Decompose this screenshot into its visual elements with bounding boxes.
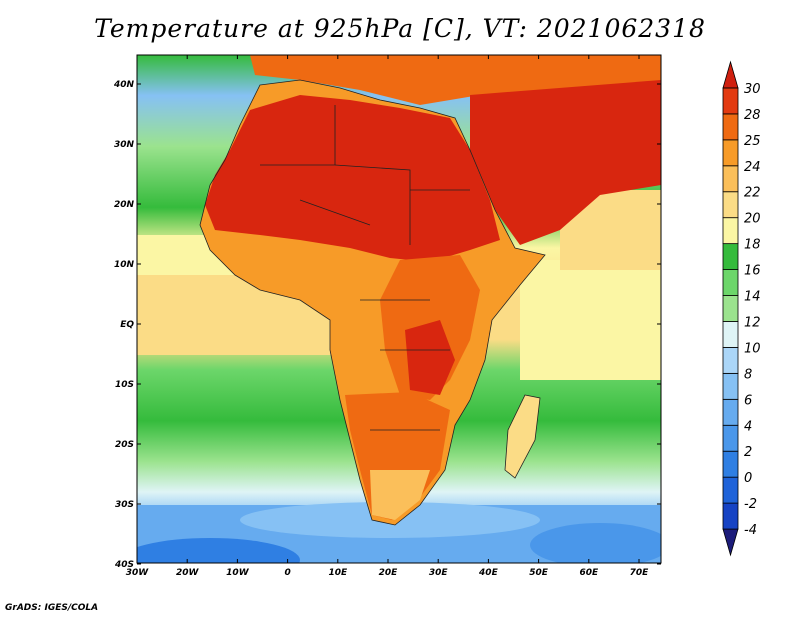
colorbar-label: 14 <box>744 290 761 305</box>
lon-tick-label: 20W <box>176 568 200 578</box>
colorbar-segment <box>722 113 739 141</box>
lon-tick-label: 40E <box>478 568 499 578</box>
lon-tick-label: 50E <box>529 568 549 578</box>
lon-tick-label: 70E <box>630 568 650 578</box>
colorbar-segment <box>722 243 739 270</box>
colorbar-segment <box>722 321 739 348</box>
longitude-axis: 30W 20W 10W 0 10E 20E 30E 40E 50E 60E 70E <box>126 55 649 578</box>
lon-tick-label: 20E <box>379 568 399 578</box>
coastline-outline <box>199 79 546 526</box>
colorbar-segment <box>722 87 739 115</box>
colorbar-label: 8 <box>744 367 752 382</box>
lon-tick-label: 30E <box>429 568 449 578</box>
colorbar-segment <box>722 191 739 219</box>
colorbar-segment <box>722 450 739 478</box>
colorbar-label: 20 <box>744 212 761 227</box>
lat-tick-label: 20N <box>114 200 135 210</box>
lat-tick-label: 20S <box>115 440 134 450</box>
latitude-axis: 40N 30N 20N 10N EQ 10S 20S 30S 40S <box>113 80 661 570</box>
map-frame <box>136 54 662 564</box>
colorbar-label: 16 <box>744 264 761 279</box>
colorbar-label: 0 <box>744 471 752 486</box>
colorbar-label: -4 <box>744 523 757 538</box>
lon-tick-label: 60E <box>579 568 599 578</box>
colorbar-segment <box>722 476 739 504</box>
colorbar-label: 4 <box>744 419 752 434</box>
lat-tick-label: 30N <box>114 140 135 150</box>
credit-text: GrADS: IGES/COLA <box>5 603 99 613</box>
lat-tick-label: 30S <box>115 500 134 510</box>
colorbar-segment <box>722 269 739 296</box>
south-africa-cool <box>370 470 430 520</box>
colorbar-segment <box>722 372 739 400</box>
colorbar-label: 18 <box>744 238 761 253</box>
colorbar-label: 30 <box>744 82 761 97</box>
colorbar-label: 24 <box>744 160 761 175</box>
lat-tick-label: 40N <box>113 80 135 90</box>
page-title: Temperature at 925hPa [C], VT: 202106231… <box>94 14 706 43</box>
lat-tick-label: 10S <box>115 380 134 390</box>
lon-tick-label: 10E <box>328 568 348 578</box>
madagascar <box>505 395 540 478</box>
colorbar-segment <box>722 502 739 530</box>
colorbar-label: 28 <box>744 108 761 123</box>
lat-tick-label: EQ <box>120 320 134 330</box>
lat-tick-label: 40S <box>114 560 134 570</box>
colorbar-segment <box>722 424 739 452</box>
lon-tick-label: 10W <box>226 568 250 578</box>
cold-pool-se <box>530 523 661 563</box>
colorbar-label: 10 <box>744 341 761 356</box>
central-africa-hot <box>405 320 455 395</box>
colorbar-segment <box>722 398 739 426</box>
colorbar-segment <box>722 217 739 245</box>
colorbar-segment <box>722 165 739 193</box>
colorbar-label: 22 <box>744 186 761 201</box>
colorbar-label: 25 <box>744 134 761 149</box>
colorbar-label: 6 <box>744 393 752 408</box>
lat-tick-label: 10N <box>114 260 135 270</box>
colorbar-segment <box>722 139 739 167</box>
lon-tick-label: 0 <box>284 568 290 578</box>
colorbar-label: 12 <box>744 315 761 330</box>
colorbar-label: -2 <box>744 497 757 512</box>
indian-ocean-warm <box>520 260 661 380</box>
arabia-iran <box>470 80 661 245</box>
colorbar-segment <box>722 347 739 374</box>
sahara-hot-core <box>205 95 500 262</box>
cold-pool-sw <box>137 538 300 563</box>
colorbar-segment <box>722 295 739 322</box>
colorbar-min-arrow <box>722 528 739 557</box>
lon-tick-label: 30W <box>126 568 150 578</box>
colorbar-label: 2 <box>744 445 752 460</box>
colorbar-max-arrow <box>722 60 739 89</box>
